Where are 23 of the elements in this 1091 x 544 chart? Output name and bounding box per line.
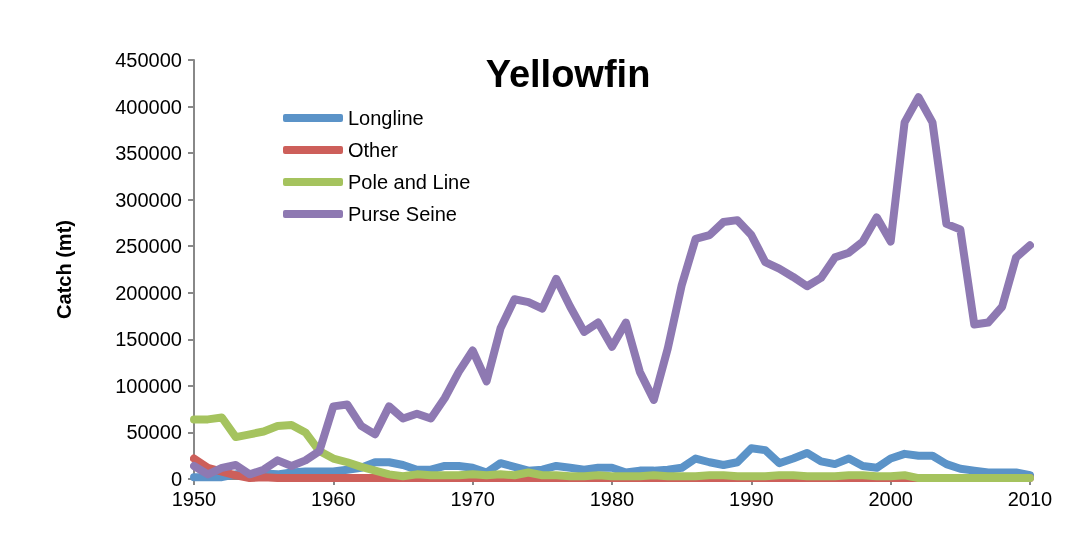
x-tick-label: 1950 [171, 488, 217, 510]
y-tick-label: 150000 [115, 328, 182, 351]
y-tick-label: 0 [170, 468, 182, 490]
x-tick-label: 1960 [311, 488, 356, 510]
y-tick-label: 200000 [115, 281, 182, 304]
legend-label: Pole and Line [348, 171, 471, 193]
y-tick-label: 250000 [115, 235, 182, 258]
legend-label: Longline [348, 107, 424, 129]
x-tick-label: 1970 [450, 488, 495, 510]
y-tick-label: 450000 [115, 49, 182, 71]
y-tick-label: 400000 [115, 95, 182, 118]
y-tick-label: 350000 [115, 142, 182, 165]
y-tick-label: 100000 [115, 374, 182, 397]
x-tick-label: 1990 [729, 488, 774, 510]
x-tick-label: 1980 [589, 488, 635, 510]
y-tick-label: 300000 [115, 188, 182, 211]
legend-label: Other [348, 139, 399, 161]
y-axis-title: Catch (mt) [53, 220, 75, 319]
x-tick-label: 2000 [868, 488, 913, 510]
chart-title: Yellowfin [485, 53, 651, 95]
x-tick-label: 2010 [1007, 488, 1053, 510]
y-tick-label: 50000 [126, 421, 182, 444]
legend-label: Purse Seine [348, 203, 457, 225]
